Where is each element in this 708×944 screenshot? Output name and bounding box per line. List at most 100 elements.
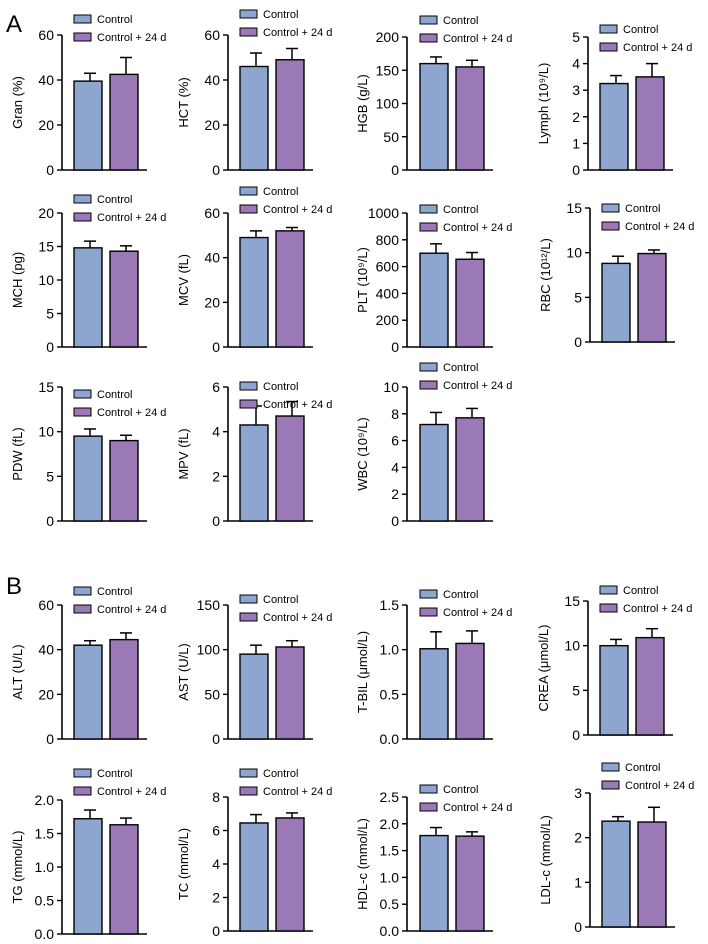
plt-y-label: PLT (10⁹/L)	[355, 247, 370, 313]
wbc-legend-label-control: Control	[443, 362, 478, 374]
alt-bar-control-24-d	[109, 638, 139, 740]
wbc-tick-label: 4	[391, 459, 399, 475]
hdl-c-tick-label: 0.0	[380, 923, 400, 939]
alt-legend-label-control: Control	[97, 586, 132, 598]
chart-tc: 0 2 4 6 8 TC (mmol/L) Control Control + 24 d	[176, 768, 332, 939]
ldl-c-legend-label-control-24-d: Control + 24 d	[625, 780, 694, 792]
plt-legend-swatch-control	[419, 204, 438, 214]
hdl-c-legend-label-control-24-d: Control + 24 d	[443, 802, 512, 814]
chart-hdl-c: 0.0 0.5 1.0 1.5 2.0 2.5 HDL-c (mmol/L) Control C…	[355, 784, 512, 939]
plt-bar-control-24-d	[455, 258, 485, 348]
t-bil-legend-swatch-control-24-d	[419, 607, 438, 617]
hgb-legend-label-control-24-d: Control + 24 d	[443, 33, 512, 45]
rbc-tick-label: 0	[574, 334, 582, 350]
tg-tick-label: 0.0	[35, 926, 55, 942]
tc-tick-label: 2	[212, 890, 220, 906]
rbc-y-label: RBC (10¹²/L)	[538, 238, 553, 312]
ldl-c-bar-control	[601, 820, 631, 928]
chart-wbc: 0 2 4 6 8 10 WBC (10⁹/L) Control Control + 24 d	[355, 362, 512, 529]
ldl-c-tick-label: 1	[574, 874, 582, 890]
ldl-c-tick-label: 2	[574, 830, 582, 846]
hct-tick-label: 60	[204, 27, 220, 43]
rbc-legend-label-control: Control	[625, 203, 660, 215]
hct-tick-label: 20	[204, 117, 220, 133]
tc-legend-swatch-control	[239, 768, 258, 778]
mpv-tick-label: 6	[212, 379, 220, 395]
ast-y-label: AST (U/L)	[176, 643, 191, 701]
hgb-tick-label: 100	[376, 96, 400, 112]
hgb-tick-label: 200	[376, 29, 400, 45]
pdw-legend-label-control: Control	[97, 389, 132, 401]
pdw-legend-swatch-control	[73, 389, 92, 399]
pdw-y-label: PDW (fL)	[10, 427, 25, 480]
mcv-legend-label-control: Control	[263, 186, 298, 198]
mcv-legend-swatch-control-24-d	[239, 204, 258, 214]
tc-tick-label: 6	[212, 823, 220, 839]
tg-legend-label-control-24-d: Control + 24 d	[97, 786, 166, 798]
t-bil-tick-label: 1.0	[380, 642, 400, 658]
crea-legend-label-control-24-d: Control + 24 d	[623, 603, 692, 615]
t-bil-bar-control-24-d	[455, 642, 485, 740]
hct-legend-swatch-control-24-d	[239, 27, 258, 37]
gran-tick-label: 40	[38, 72, 54, 88]
mpv-legend-label-control: Control	[263, 381, 298, 393]
hct-bar-control-24-d	[275, 59, 305, 171]
mch-y-label: MCH (pg)	[10, 252, 25, 308]
hct-legend-swatch-control	[239, 9, 258, 19]
t-bil-legend-label-control-24-d: Control + 24 d	[443, 607, 512, 619]
wbc-tick-label: 10	[383, 379, 399, 395]
hct-tick-label: 0	[212, 162, 220, 178]
wbc-y-label: WBC (10⁹/L)	[355, 417, 370, 490]
tg-tick-label: 1.5	[35, 826, 55, 842]
gran-bar-control	[73, 80, 103, 171]
hct-bar-control	[239, 65, 269, 171]
pdw-legend-label-control-24-d: Control + 24 d	[97, 407, 166, 419]
rbc-bar-control	[601, 262, 631, 343]
hdl-c-legend-swatch-control-24-d	[419, 802, 438, 812]
plt-legend-label-control-24-d: Control + 24 d	[443, 222, 512, 234]
hdl-c-legend-swatch-control	[419, 784, 438, 794]
mch-legend-swatch-control	[73, 194, 92, 204]
tc-tick-label: 8	[212, 789, 220, 805]
gran-legend-label-control: Control	[97, 14, 132, 26]
lymph-legend-label-control-24-d: Control + 24 d	[623, 42, 692, 54]
lymph-tick-label: 0	[572, 162, 580, 178]
alt-tick-label: 60	[38, 597, 54, 613]
tg-legend-label-control: Control	[97, 768, 132, 780]
mcv-legend-label-control-24-d: Control + 24 d	[263, 204, 332, 216]
hct-y-label: HCT (%)	[176, 77, 191, 127]
ldl-c-legend-swatch-control-24-d	[601, 780, 620, 790]
wbc-tick-label: 2	[391, 486, 399, 502]
tg-bar-control-24-d	[109, 824, 139, 935]
wbc-tick-label: 0	[391, 513, 399, 529]
tg-bar-control	[73, 818, 103, 935]
plt-tick-label: 0	[391, 339, 399, 355]
pdw-tick-label: 15	[38, 379, 54, 395]
hdl-c-tick-label: 0.5	[380, 896, 400, 912]
rbc-legend-swatch-control	[601, 203, 620, 213]
plt-tick-label: 600	[376, 259, 400, 275]
mch-legend-label-control-24-d: Control + 24 d	[97, 212, 166, 224]
tc-bar-control	[239, 822, 269, 932]
lymph-tick-label: 5	[572, 29, 580, 45]
tg-y-label: TG (mmol/L)	[10, 831, 25, 904]
chart-lymph: 0 1 2 3 4 5 Lymph (10⁹/L) Control Control + 24 d	[536, 24, 692, 178]
tc-tick-label: 4	[212, 856, 220, 872]
crea-legend-swatch-control	[599, 585, 618, 595]
tc-y-label: TC (mmol/L)	[176, 828, 191, 900]
chart-hct: 0 20 40 60 HCT (%) Control Control + 24 d	[176, 9, 332, 178]
hgb-legend-swatch-control	[419, 15, 438, 25]
panel-letter-a: A	[6, 11, 22, 38]
mpv-bar-control	[239, 424, 269, 522]
t-bil-y-label: T-BIL (μmol/L)	[355, 631, 370, 713]
ldl-c-legend-swatch-control	[601, 762, 620, 772]
plt-tick-label: 800	[376, 232, 400, 248]
mpv-tick-label: 4	[212, 424, 220, 440]
t-bil-tick-label: 0.5	[380, 686, 400, 702]
hgb-bar-control-24-d	[455, 66, 485, 171]
crea-legend-swatch-control-24-d	[599, 603, 618, 613]
lymph-bar-control	[599, 82, 629, 171]
wbc-legend-swatch-control	[419, 362, 438, 372]
panel-letter-b: B	[6, 573, 22, 600]
hct-legend-label-control-24-d: Control + 24 d	[263, 27, 332, 39]
